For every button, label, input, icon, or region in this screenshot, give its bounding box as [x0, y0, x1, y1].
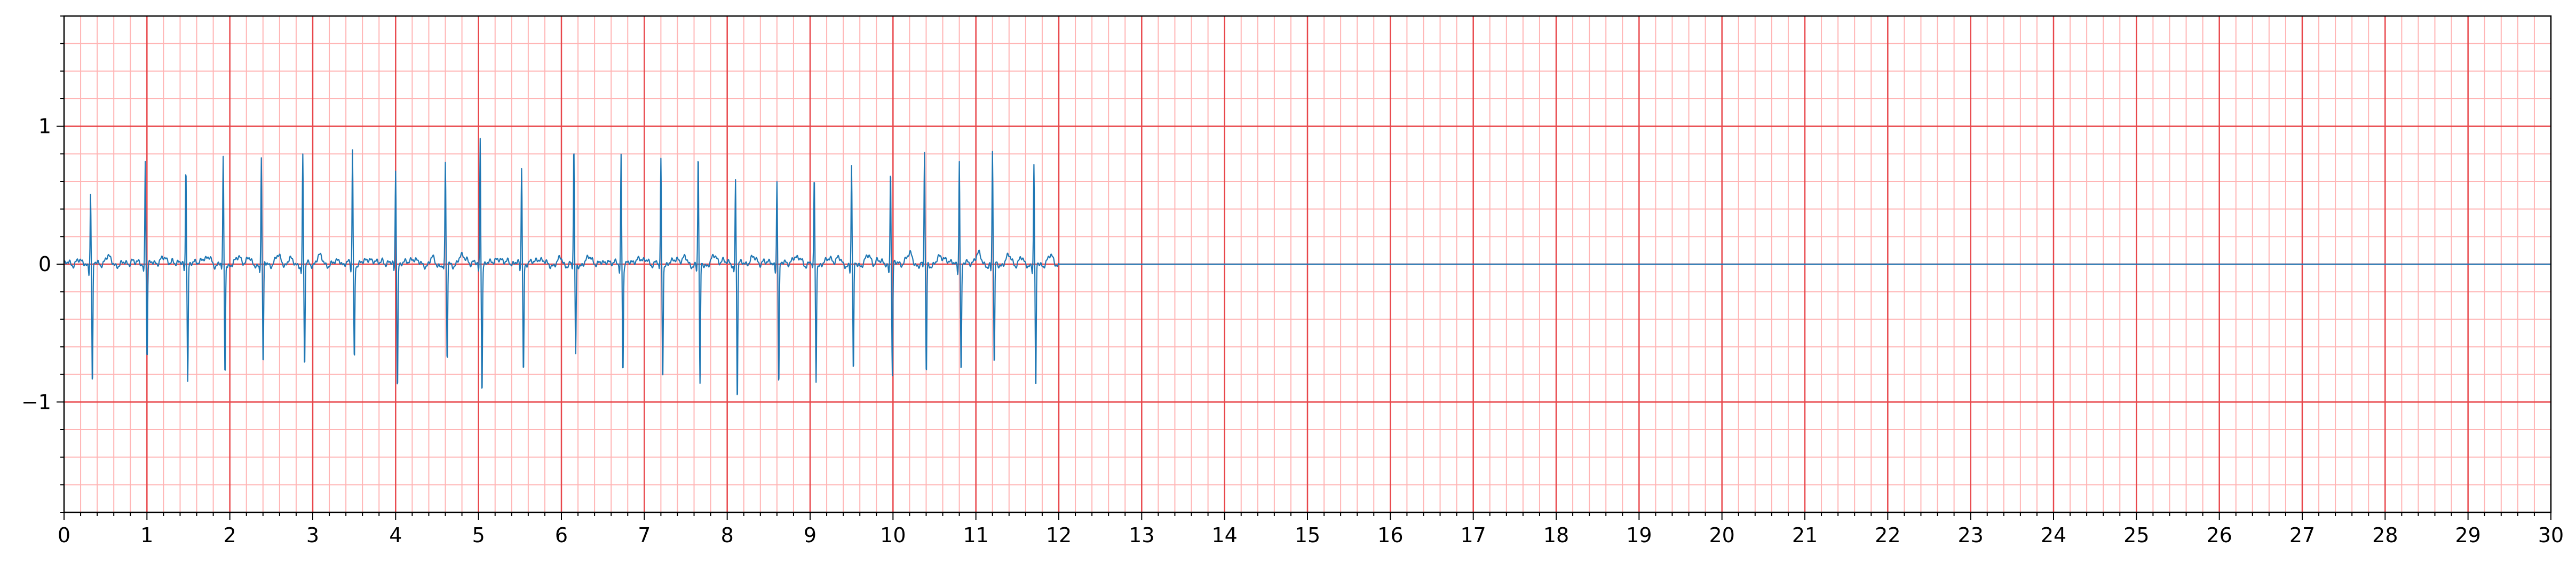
- x-tick-label: 6: [555, 524, 568, 547]
- ticks-layer: 0 1 2 3 4 5 6 7 8 9 10 11 12 13 14 15 16 17 18 19 20 21 22 23 24…: [21, 15, 2564, 547]
- x-tick-label: 30: [2538, 524, 2564, 547]
- x-tick-label: 2: [224, 524, 236, 547]
- x-tick-label: 7: [638, 524, 651, 547]
- y-tick-label: −1: [21, 390, 51, 414]
- x-tick-label: 19: [1626, 524, 1652, 547]
- x-tick-label: 20: [1709, 524, 1734, 547]
- x-tick-label: 24: [2041, 524, 2066, 547]
- x-tick-label: 21: [1792, 524, 1818, 547]
- x-tick-label: 13: [1129, 524, 1154, 547]
- x-tick-label: 28: [2372, 524, 2398, 547]
- x-tick-label: 10: [880, 524, 906, 547]
- x-tick-label: 18: [1543, 524, 1569, 547]
- series-line-0: [63, 138, 2551, 395]
- x-tick-label: 9: [804, 524, 817, 547]
- x-tick-label: 11: [963, 524, 988, 547]
- x-tick-label: 22: [1875, 524, 1900, 547]
- x-tick-label: 17: [1460, 524, 1486, 547]
- x-tick-label: 16: [1377, 524, 1403, 547]
- x-tick-label: 12: [1046, 524, 1072, 547]
- y-tick-label: 0: [38, 252, 51, 276]
- x-tick-label: 15: [1295, 524, 1320, 547]
- x-tick-label: 0: [58, 524, 70, 547]
- x-tick-label: 8: [721, 524, 734, 547]
- x-tick-label: 29: [2455, 524, 2480, 547]
- x-tick-label: 14: [1211, 524, 1237, 547]
- x-tick-label: 26: [2206, 524, 2232, 547]
- x-tick-label: 1: [140, 524, 153, 547]
- x-tick-label: 3: [306, 524, 319, 547]
- x-tick-label: 27: [2289, 524, 2315, 547]
- x-tick-label: 4: [389, 524, 402, 547]
- y-tick-label: 1: [38, 115, 51, 138]
- x-tick-label: 5: [472, 524, 485, 547]
- series-layer: [63, 138, 2551, 395]
- x-tick-label: 23: [1957, 524, 1983, 547]
- x-tick-label: 25: [2123, 524, 2149, 547]
